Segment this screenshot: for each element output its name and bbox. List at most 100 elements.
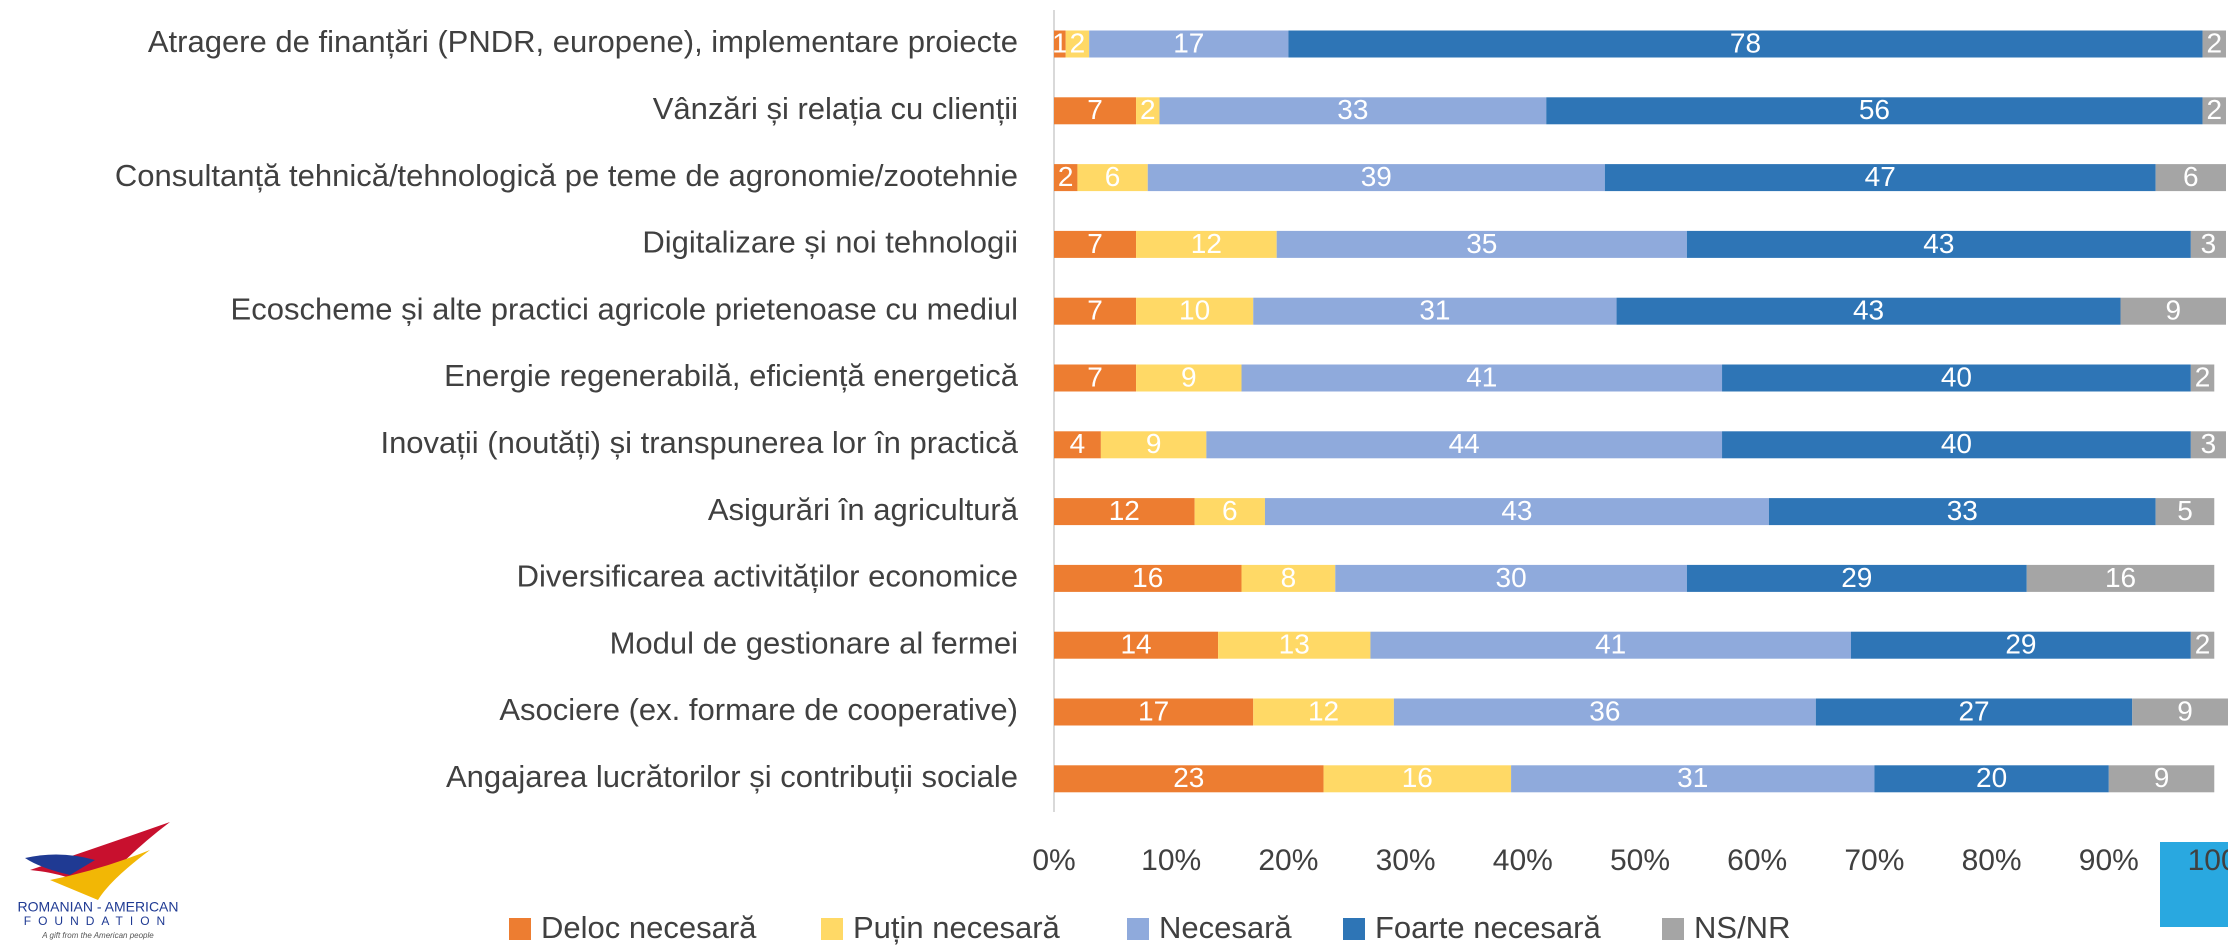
bar-segment bbox=[1616, 297, 2121, 325]
bar-segment bbox=[1054, 498, 1195, 526]
data-label: 9 bbox=[1181, 361, 1197, 392]
bar-segment bbox=[2155, 498, 2215, 526]
category-label: Atragere de finanțări (PNDR, europene), … bbox=[148, 24, 1018, 59]
data-label: 43 bbox=[1853, 295, 1884, 326]
data-label: 33 bbox=[1337, 94, 1368, 125]
data-label: 40 bbox=[1941, 361, 1972, 392]
bar-segment bbox=[1253, 698, 1394, 726]
data-label: 12 bbox=[1308, 695, 1339, 726]
data-label: 31 bbox=[1419, 295, 1450, 326]
x-tick-label: 30% bbox=[1376, 844, 1436, 877]
bar-segment bbox=[1136, 297, 1254, 325]
x-tick-label: 10% bbox=[1141, 844, 1201, 877]
bar-segment bbox=[1077, 164, 1148, 192]
logo-tagline: A gift from the American people bbox=[41, 931, 154, 940]
data-label: 6 bbox=[1105, 161, 1121, 192]
logo-wing bbox=[30, 822, 170, 895]
x-tick-label: 70% bbox=[1844, 844, 1904, 877]
bar-segment bbox=[1147, 164, 1605, 192]
data-label: 44 bbox=[1449, 428, 1480, 459]
category-label: Asociere (ex. formare de cooperative) bbox=[499, 692, 1018, 727]
logo-text: ROMANIAN - AMERICAN bbox=[17, 899, 178, 915]
bar-segment bbox=[1054, 97, 1137, 125]
x-tick-label: 80% bbox=[1962, 844, 2022, 877]
bar-segment bbox=[1874, 765, 2109, 793]
data-label: 31 bbox=[1677, 762, 1708, 793]
bar-segment bbox=[1241, 364, 1723, 392]
legend-label: Puțin necesară bbox=[853, 910, 1061, 945]
data-label: 40 bbox=[1941, 428, 1972, 459]
bar-segment bbox=[2108, 765, 2215, 793]
bar-segment bbox=[1194, 498, 1265, 526]
data-label: 2 bbox=[1140, 94, 1156, 125]
legend-label: Necesară bbox=[1159, 910, 1292, 945]
bar-segment bbox=[1393, 698, 1816, 726]
logo-wing bbox=[25, 854, 95, 875]
data-label: 43 bbox=[1923, 228, 1954, 259]
bar-segment bbox=[1722, 364, 2191, 392]
data-label: 9 bbox=[2177, 695, 2193, 726]
bar-segment bbox=[1054, 164, 1078, 192]
category-label: Modul de gestionare al fermei bbox=[610, 625, 1018, 660]
category-label: Ecoscheme și alte practici agricole prie… bbox=[231, 291, 1018, 326]
bar-segment bbox=[1054, 431, 1101, 459]
data-label: 41 bbox=[1466, 361, 1497, 392]
bar-segment bbox=[1054, 297, 1137, 325]
bar-segment bbox=[1546, 97, 2203, 125]
data-label: 16 bbox=[1132, 562, 1163, 593]
legend-swatch bbox=[1127, 918, 1149, 940]
data-label: 3 bbox=[2201, 428, 2217, 459]
bar-segment bbox=[1136, 97, 1160, 125]
bar-segment bbox=[1054, 765, 1324, 793]
bar-segment bbox=[2190, 364, 2215, 392]
data-label: 43 bbox=[1501, 495, 1532, 526]
data-label: 2 bbox=[2206, 94, 2222, 125]
data-label: 29 bbox=[2005, 629, 2036, 660]
data-label: 78 bbox=[1730, 27, 1761, 58]
bar-segment bbox=[2202, 97, 2226, 125]
bar-segment bbox=[1323, 765, 1512, 793]
bar-segment bbox=[1335, 564, 1687, 592]
x-tick-label: 40% bbox=[1493, 844, 1553, 877]
bar-segment bbox=[1054, 364, 1137, 392]
legend-swatch bbox=[1343, 918, 1365, 940]
data-label: 3 bbox=[2201, 228, 2217, 259]
data-label: 14 bbox=[1120, 629, 1151, 660]
category-label: Digitalizare și noi tehnologii bbox=[642, 225, 1018, 260]
category-label: Angajarea lucrătorilor și contribuții so… bbox=[446, 759, 1018, 794]
bar-segment bbox=[1218, 631, 1371, 659]
data-label: 7 bbox=[1087, 295, 1103, 326]
bar-segment bbox=[1241, 564, 1336, 592]
bar-segment bbox=[1100, 431, 1207, 459]
bar-segment bbox=[1815, 698, 2133, 726]
bar-segment bbox=[2132, 698, 2228, 726]
x-tick-label: 60% bbox=[1727, 844, 1787, 877]
x-tick-label: 90% bbox=[2079, 844, 2139, 877]
data-label: 16 bbox=[2105, 562, 2136, 593]
data-label: 6 bbox=[2183, 161, 2199, 192]
data-label: 16 bbox=[1402, 762, 1433, 793]
bar-segment bbox=[1686, 564, 2027, 592]
x-tick-label: 0% bbox=[1032, 844, 1075, 877]
bar-segment bbox=[1722, 431, 2191, 459]
data-label: 12 bbox=[1109, 495, 1140, 526]
bar-segment bbox=[1054, 564, 1242, 592]
bar-segment bbox=[1253, 297, 1617, 325]
bar-segment bbox=[2190, 431, 2226, 459]
bar-segment bbox=[1686, 230, 2191, 258]
bar-segment bbox=[1136, 364, 1242, 392]
data-label: 2 bbox=[2195, 361, 2211, 392]
data-label: 56 bbox=[1859, 94, 1890, 125]
bar-segment bbox=[2190, 631, 2215, 659]
bar-segment bbox=[2190, 230, 2226, 258]
logo: ROMANIAN - AMERICAN FOUNDATION A gift fr… bbox=[17, 822, 179, 940]
bar-segment bbox=[2155, 164, 2226, 192]
x-tick-label: 20% bbox=[1258, 844, 1318, 877]
data-label: 20 bbox=[1976, 762, 2007, 793]
bar-segment bbox=[1264, 498, 1769, 526]
bar-segment bbox=[1054, 631, 1219, 659]
partner-logo bbox=[2160, 842, 2228, 927]
data-label: 23 bbox=[1173, 762, 1204, 793]
data-label: 41 bbox=[1595, 629, 1626, 660]
